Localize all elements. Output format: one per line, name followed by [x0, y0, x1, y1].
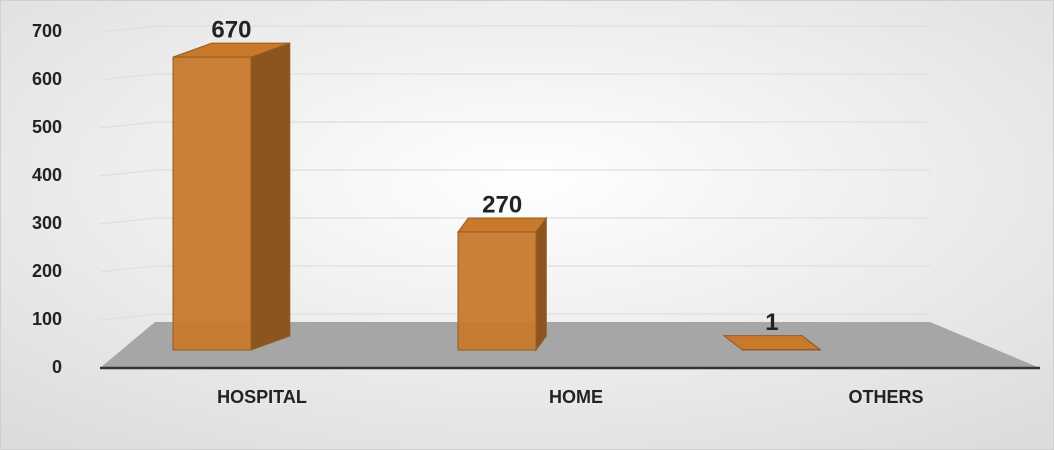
grid-line — [99, 217, 930, 225]
y-tick-label: 100 — [32, 309, 62, 329]
floor — [100, 322, 1040, 368]
y-tick-label: 400 — [32, 165, 62, 185]
grid-line — [99, 313, 930, 321]
grid-line — [99, 121, 930, 129]
bar — [172, 56, 252, 351]
y-tick-label: 200 — [32, 261, 62, 281]
bar-side — [535, 216, 547, 352]
value-label: 1 — [765, 309, 778, 336]
y-tick-label: 500 — [32, 117, 62, 137]
value-label: 670 — [211, 16, 251, 43]
bar-side — [250, 42, 291, 351]
bar — [457, 231, 537, 351]
y-tick-label: 0 — [52, 357, 62, 377]
grid-line — [99, 73, 930, 81]
bar-top — [457, 217, 548, 233]
y-tick-label: 600 — [32, 69, 62, 89]
grid-line — [99, 265, 930, 273]
x-tick-label: HOME — [549, 387, 603, 407]
value-label: 270 — [482, 191, 522, 218]
x-tick-label: OTHERS — [848, 387, 923, 407]
y-tick-label: 300 — [32, 213, 62, 233]
x-tick-label: HOSPITAL — [217, 387, 307, 407]
grid-line — [99, 25, 930, 33]
y-tick-label: 700 — [32, 21, 62, 41]
grid-line — [99, 169, 930, 177]
